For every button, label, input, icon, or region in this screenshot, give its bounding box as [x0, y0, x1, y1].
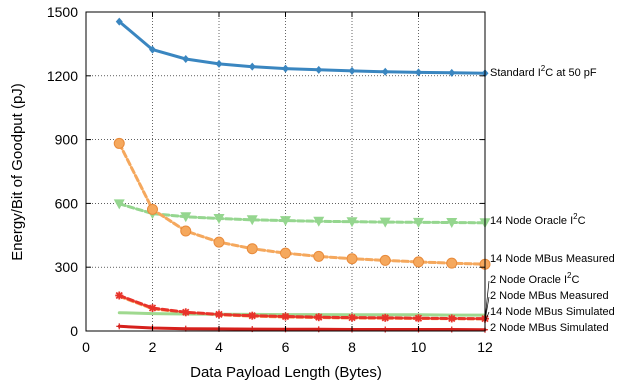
x-tick-label: 12 — [477, 339, 493, 355]
series-label-14-node-oracle-i2c: 14 Node Oracle I2C — [490, 212, 586, 227]
series-14-node-mbus-measured-line — [117, 141, 487, 266]
y-tick-label: 1200 — [47, 68, 78, 84]
x-tick-label: 6 — [282, 339, 290, 355]
label-leader-line — [484, 311, 490, 323]
series-2-node-mbus-measured — [115, 291, 489, 323]
data-point-stroke — [348, 313, 356, 322]
y-axis-label: Energy/Bit of Goodput (pJ) — [9, 83, 26, 261]
data-point — [379, 254, 391, 266]
data-point-stroke — [115, 291, 123, 300]
series-label-standard-i2c-at-50-pf: Standard I2C at 50 pF — [490, 64, 597, 79]
data-point — [313, 250, 325, 262]
data-point — [215, 310, 223, 319]
series-layer — [113, 17, 491, 333]
data-point-stroke — [215, 310, 223, 319]
data-point — [281, 312, 290, 321]
data-point — [446, 257, 458, 269]
series-2-node-oracle-i2c — [117, 311, 487, 317]
x-tick-label: 4 — [215, 339, 223, 355]
y-tick-label: 1500 — [47, 4, 78, 20]
series-14-node-mbus-measured — [113, 137, 491, 270]
data-point — [348, 66, 356, 75]
series-label-2-node-mbus-simulated: 2 Node MBus Simulated — [490, 322, 609, 334]
x-tick-label: 10 — [411, 339, 427, 355]
data-point — [215, 59, 223, 68]
data-point-stroke — [281, 312, 290, 321]
y-tick-label: 300 — [55, 259, 79, 275]
data-point — [282, 64, 289, 73]
data-point — [147, 203, 158, 215]
data-point — [180, 212, 192, 223]
data-point — [149, 45, 156, 54]
series-labels: Standard I2C at 50 pF 14 Node Oracle I2C 1… — [484, 64, 615, 334]
series-standard-i2c-at-50-pf — [115, 17, 489, 78]
data-point — [148, 304, 157, 313]
data-point — [447, 314, 456, 323]
data-point-stroke — [248, 312, 256, 320]
x-axis-label: Data Payload Length (Bytes) — [190, 364, 382, 381]
data-point — [348, 313, 356, 322]
data-point — [115, 17, 123, 26]
data-point — [381, 67, 389, 76]
label-leader-line — [484, 296, 490, 322]
data-point — [413, 256, 424, 268]
data-point — [246, 215, 258, 226]
x-tick-label: 8 — [348, 339, 356, 355]
data-point — [248, 311, 257, 320]
y-tick-label: 0 — [70, 323, 78, 339]
data-point-stroke — [448, 314, 456, 323]
data-point-stroke — [148, 304, 157, 312]
data-point — [413, 217, 424, 228]
series-14-node-oracle-i2c — [113, 199, 491, 229]
data-point — [415, 68, 422, 77]
series-label-2-node-oracle-i2c: 2 Node Oracle I2C — [490, 271, 580, 286]
data-point — [182, 54, 190, 63]
series-label-14-node-mbus-measured: 14 Node MBus Measured — [490, 253, 615, 265]
data-point — [280, 216, 291, 227]
data-point — [115, 291, 124, 300]
data-point — [213, 236, 225, 248]
data-point — [113, 137, 125, 149]
data-point — [448, 326, 455, 333]
data-point-stroke — [381, 314, 389, 322]
data-point — [448, 68, 456, 77]
data-point — [381, 313, 390, 322]
series-2-node-mbus-measured-line — [117, 294, 487, 321]
data-point — [315, 65, 323, 74]
series-14-node-oracle-i2c-line — [117, 202, 487, 225]
data-point — [346, 217, 358, 228]
data-point — [113, 199, 125, 210]
data-point — [382, 326, 389, 333]
series-2-node-oracle-i2c-line — [117, 311, 487, 317]
data-point — [314, 313, 323, 322]
data-point-stroke — [182, 308, 190, 316]
data-point-stroke — [414, 314, 423, 322]
axis-ticks: 0 2 4 6 8 10 12 0 300 600 900 1200 1500 — [47, 4, 493, 355]
series-2-node-mbus-simulated-line — [117, 324, 487, 332]
grid — [86, 12, 485, 331]
data-point — [181, 308, 190, 317]
data-point — [213, 213, 225, 224]
data-point — [280, 247, 291, 259]
x-tick-label: 2 — [149, 339, 157, 355]
data-point — [116, 323, 123, 330]
data-point — [248, 62, 256, 71]
data-point — [446, 218, 458, 229]
label-leader-line — [484, 280, 490, 321]
series-standard-i2c-at-50-pf-line — [117, 20, 487, 75]
y-tick-label: 600 — [55, 195, 79, 211]
data-point — [313, 216, 325, 227]
y-tick-label: 900 — [55, 132, 79, 148]
series-label-2-node-mbus-measured: 2 Node MBus Measured — [490, 290, 609, 302]
data-point — [414, 314, 423, 323]
series-label-14-node-mbus-simulated: 14 Node MBus Simulated — [490, 306, 615, 318]
data-point — [246, 243, 258, 255]
data-point — [180, 225, 192, 237]
data-point-stroke — [315, 313, 323, 321]
data-point — [346, 253, 358, 265]
x-tick-label: 0 — [82, 339, 90, 355]
data-point — [379, 217, 391, 228]
